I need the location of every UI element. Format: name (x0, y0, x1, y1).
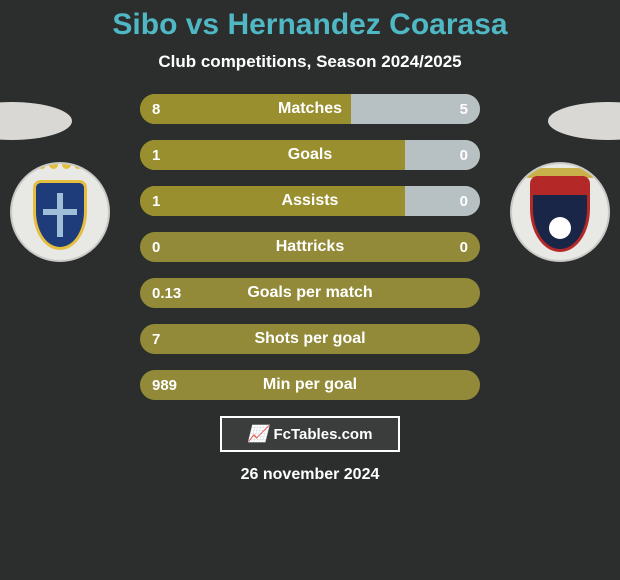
stat-row: 00Hattricks (140, 232, 480, 262)
player-placeholder-left (0, 102, 72, 140)
stat-label: Goals (140, 140, 480, 170)
shield-icon (530, 176, 590, 252)
team-badge-left (10, 162, 110, 262)
footer-date: 26 november 2024 (0, 466, 620, 484)
stat-label: Goals per match (140, 278, 480, 308)
player-placeholder-right (548, 102, 620, 140)
stat-label: Min per goal (140, 370, 480, 400)
stat-row: 85Matches (140, 94, 480, 124)
subtitle: Club competitions, Season 2024/2025 (0, 52, 620, 72)
chart-icon: 📈 (248, 424, 268, 444)
stat-row: 10Assists (140, 186, 480, 216)
crown-icon (37, 162, 83, 174)
stat-label: Shots per goal (140, 324, 480, 354)
stat-row: 989Min per goal (140, 370, 480, 400)
stat-row: 0.13Goals per match (140, 278, 480, 308)
shield-icon (33, 180, 87, 250)
stat-row: 10Goals (140, 140, 480, 170)
team-badge-right-circle (510, 162, 610, 262)
main-panel: 85Matches 10Goals 10Assists 00Hattricks 0.13… (0, 94, 620, 400)
brand-badge: 📈 FcTables.com (220, 416, 400, 452)
stat-label: Matches (140, 94, 480, 124)
team-badge-right (510, 162, 610, 262)
stat-row: 7Shots per goal (140, 324, 480, 354)
stat-label: Assists (140, 186, 480, 216)
stat-label: Hattricks (140, 232, 480, 262)
team-badge-left-circle (10, 162, 110, 262)
stats-list: 85Matches 10Goals 10Assists 00Hattricks 0.13… (140, 94, 480, 400)
brand-text: FcTables.com (274, 426, 373, 443)
ball-icon (549, 217, 571, 239)
page-title: Sibo vs Hernandez Coarasa (0, 0, 620, 42)
